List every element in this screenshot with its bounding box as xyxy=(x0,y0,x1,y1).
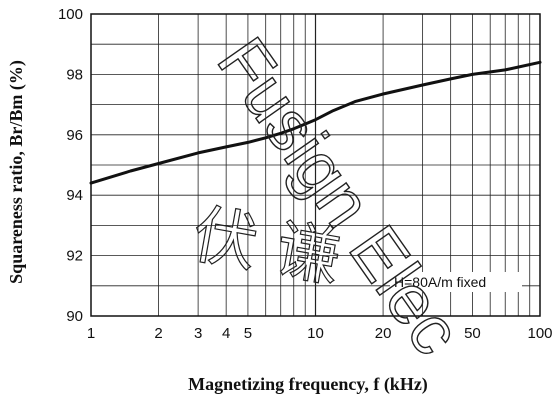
x-tick-label: 1 xyxy=(87,325,95,342)
x-tick-label: 100 xyxy=(527,325,552,342)
y-axis-title: Squareness ratio, Br/Bm (%) xyxy=(6,60,27,284)
x-tick-label: 4 xyxy=(222,325,230,342)
x-tick-label: 2 xyxy=(154,325,162,342)
x-tick-label: 5 xyxy=(244,325,252,342)
x-tick-label: 3 xyxy=(194,325,202,342)
y-tick-label: 94 xyxy=(66,187,83,204)
y-tick-labels: 90 92 94 96 98 100 xyxy=(58,6,83,325)
x-axis-title: Magnetizing frequency, f (kHz) xyxy=(188,374,428,395)
y-tick-label: 90 xyxy=(66,308,83,325)
annotation-background xyxy=(390,272,522,292)
plot-frame xyxy=(90,13,541,317)
y-tick-label: 100 xyxy=(58,6,83,23)
y-tick-label: 92 xyxy=(66,248,83,265)
y-tick-label: 96 xyxy=(66,127,83,144)
x-tick-labels: 1 2 3 4 5 10 20 50 100 xyxy=(87,325,553,342)
chart-grid xyxy=(91,14,540,316)
x-tick-label: 10 xyxy=(307,325,324,342)
annotation-label: H=80A/m fixed xyxy=(394,274,486,290)
series-line-0 xyxy=(89,60,542,185)
series-group xyxy=(89,60,542,185)
x-tick-label: 50 xyxy=(464,325,481,342)
y-tick-label: 98 xyxy=(66,66,83,83)
x-tick-label: 20 xyxy=(375,325,392,342)
